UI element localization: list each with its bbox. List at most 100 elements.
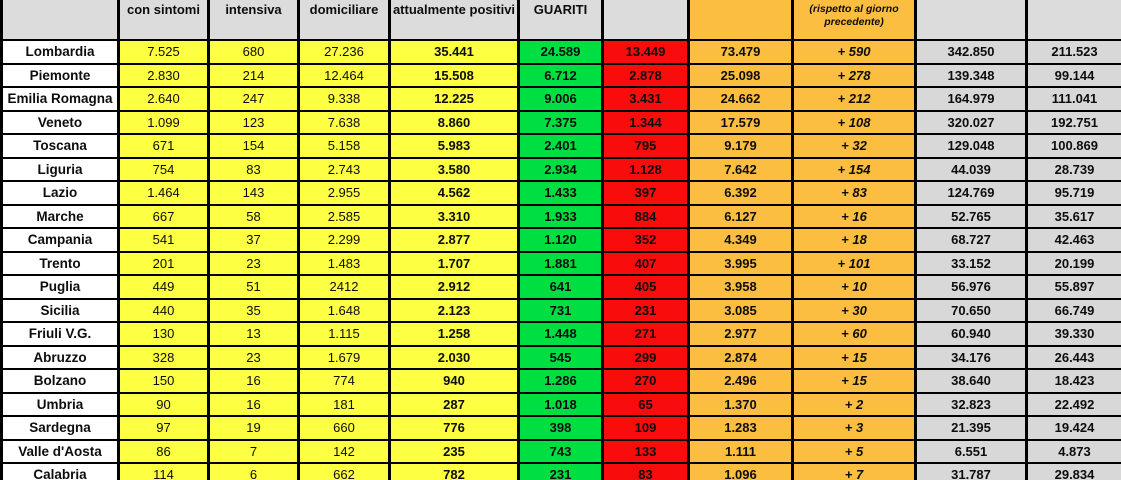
table-row: Veneto 1.099 123 7.638 8.860 7.375 1.344 17.579… xyxy=(0,109,1121,135)
cell-guariti: 1.881 xyxy=(517,250,604,276)
header-incremento-giornaliero: (rispetto al giorno precedente) xyxy=(791,0,917,41)
cell-guariti: 731 xyxy=(517,297,604,323)
cell-incremento-giornaliero: + 16 xyxy=(791,203,917,229)
cell-terapia-intensiva: 143 xyxy=(207,180,300,206)
cell-attualmente-positivi: 3.580 xyxy=(388,156,520,182)
cell-tamponi: 56.976 xyxy=(914,274,1028,300)
cell-ricoverati-con-sintomi: 86 xyxy=(117,438,210,464)
cell-terapia-intensiva: 154 xyxy=(207,133,300,159)
cell-tamponi: 38.640 xyxy=(914,368,1028,394)
cell-casi-testati: 18.423 xyxy=(1025,368,1121,394)
cell-casi-testati: 66.749 xyxy=(1025,297,1121,323)
cell-deceduti: 352 xyxy=(601,227,690,253)
cell-guariti: 9.006 xyxy=(517,86,604,112)
cell-tamponi: 32.823 xyxy=(914,391,1028,417)
table-header-row: con sintomi intensiva domiciliare attual… xyxy=(0,0,1121,41)
cell-attualmente-positivi: 287 xyxy=(388,391,520,417)
cell-casi-testati: 39.330 xyxy=(1025,321,1121,347)
cell-ricoverati-con-sintomi: 2.640 xyxy=(117,86,210,112)
cell-deceduti: 397 xyxy=(601,180,690,206)
cell-guariti: 545 xyxy=(517,344,604,370)
cell-casi-totali: 1.096 xyxy=(687,462,794,480)
cell-isolamento-domiciliare: 1.115 xyxy=(297,321,391,347)
region-name: Piemonte xyxy=(0,62,120,88)
cell-isolamento-domiciliare: 774 xyxy=(297,368,391,394)
cell-tamponi: 124.769 xyxy=(914,180,1028,206)
table-row: Abruzzo 328 23 1.679 2.030 545 299 2.874 + 15 34.… xyxy=(0,344,1121,370)
cell-terapia-intensiva: 37 xyxy=(207,227,300,253)
table-row: Piemonte 2.830 214 12.464 15.508 6.712 2.878 25… xyxy=(0,62,1121,88)
region-name: Sicilia xyxy=(0,297,120,323)
cell-attualmente-positivi: 235 xyxy=(388,438,520,464)
cell-deceduti: 2.878 xyxy=(601,62,690,88)
cell-tamponi: 342.850 xyxy=(914,39,1028,65)
cell-isolamento-domiciliare: 181 xyxy=(297,391,391,417)
cell-incremento-giornaliero: + 154 xyxy=(791,156,917,182)
header-region xyxy=(0,0,120,41)
cell-tamponi: 139.348 xyxy=(914,62,1028,88)
cell-casi-totali: 3.958 xyxy=(687,274,794,300)
cell-isolamento-domiciliare: 5.158 xyxy=(297,133,391,159)
cell-casi-testati: 55.897 xyxy=(1025,274,1121,300)
cell-tamponi: 34.176 xyxy=(914,344,1028,370)
cell-guariti: 2.401 xyxy=(517,133,604,159)
cell-incremento-giornaliero: + 15 xyxy=(791,368,917,394)
cell-incremento-giornaliero: + 30 xyxy=(791,297,917,323)
header-ricoverati-con-sintomi: con sintomi xyxy=(117,0,210,41)
cell-terapia-intensiva: 16 xyxy=(207,368,300,394)
cell-ricoverati-con-sintomi: 440 xyxy=(117,297,210,323)
cell-guariti: 1.448 xyxy=(517,321,604,347)
cell-deceduti: 231 xyxy=(601,297,690,323)
cell-ricoverati-con-sintomi: 328 xyxy=(117,344,210,370)
header-attualmente-positivi: attualmente positivi xyxy=(388,0,520,41)
region-name: Emilia Romagna xyxy=(0,86,120,112)
cell-tamponi: 52.765 xyxy=(914,203,1028,229)
cell-casi-testati: 100.869 xyxy=(1025,133,1121,159)
cell-deceduti: 270 xyxy=(601,368,690,394)
cell-guariti: 398 xyxy=(517,415,604,441)
region-name: Lazio xyxy=(0,180,120,206)
table-row: Toscana 671 154 5.158 5.983 2.401 795 9.179 + 32… xyxy=(0,133,1121,159)
cell-deceduti: 109 xyxy=(601,415,690,441)
header-terapia-intensiva: intensiva xyxy=(207,0,300,41)
cell-incremento-giornaliero: + 10 xyxy=(791,274,917,300)
cell-isolamento-domiciliare: 142 xyxy=(297,438,391,464)
cell-terapia-intensiva: 19 xyxy=(207,415,300,441)
cell-isolamento-domiciliare: 1.648 xyxy=(297,297,391,323)
cell-casi-totali: 73.479 xyxy=(687,39,794,65)
cell-ricoverati-con-sintomi: 90 xyxy=(117,391,210,417)
header-guariti: GUARITI xyxy=(517,0,604,41)
cell-guariti: 6.712 xyxy=(517,62,604,88)
cell-isolamento-domiciliare: 12.464 xyxy=(297,62,391,88)
table-row: Sicilia 440 35 1.648 2.123 731 231 3.085 + 30 70.… xyxy=(0,297,1121,323)
cell-deceduti: 1.128 xyxy=(601,156,690,182)
cell-terapia-intensiva: 23 xyxy=(207,344,300,370)
cell-incremento-giornaliero: + 212 xyxy=(791,86,917,112)
table-row: Valle d'Aosta 86 7 142 235 743 133 1.111 + 5 6.55… xyxy=(0,438,1121,464)
cell-incremento-giornaliero: + 15 xyxy=(791,344,917,370)
cell-deceduti: 83 xyxy=(601,462,690,480)
table-row: Lombardia 7.525 680 27.236 35.441 24.589 13.44… xyxy=(0,39,1121,65)
cell-guariti: 2.934 xyxy=(517,156,604,182)
cell-isolamento-domiciliare: 2412 xyxy=(297,274,391,300)
cell-tamponi: 44.039 xyxy=(914,156,1028,182)
cell-casi-testati: 20.199 xyxy=(1025,250,1121,276)
cell-guariti: 231 xyxy=(517,462,604,480)
table-body: Lombardia 7.525 680 27.236 35.441 24.589 13.44… xyxy=(0,39,1121,480)
cell-tamponi: 70.650 xyxy=(914,297,1028,323)
cell-casi-testati: 95.719 xyxy=(1025,180,1121,206)
cell-guariti: 7.375 xyxy=(517,109,604,135)
cell-guariti: 1.120 xyxy=(517,227,604,253)
cell-isolamento-domiciliare: 2.955 xyxy=(297,180,391,206)
cell-ricoverati-con-sintomi: 754 xyxy=(117,156,210,182)
cell-casi-testati: 4.873 xyxy=(1025,438,1121,464)
cell-casi-totali: 6.392 xyxy=(687,180,794,206)
cell-ricoverati-con-sintomi: 201 xyxy=(117,250,210,276)
table-row: Trento 201 23 1.483 1.707 1.881 407 3.995 + 101 3… xyxy=(0,250,1121,276)
cell-casi-totali: 1.370 xyxy=(687,391,794,417)
header-deceduti xyxy=(601,0,690,41)
cell-isolamento-domiciliare: 660 xyxy=(297,415,391,441)
cell-terapia-intensiva: 214 xyxy=(207,62,300,88)
cell-casi-totali: 3.995 xyxy=(687,250,794,276)
cell-casi-testati: 192.751 xyxy=(1025,109,1121,135)
